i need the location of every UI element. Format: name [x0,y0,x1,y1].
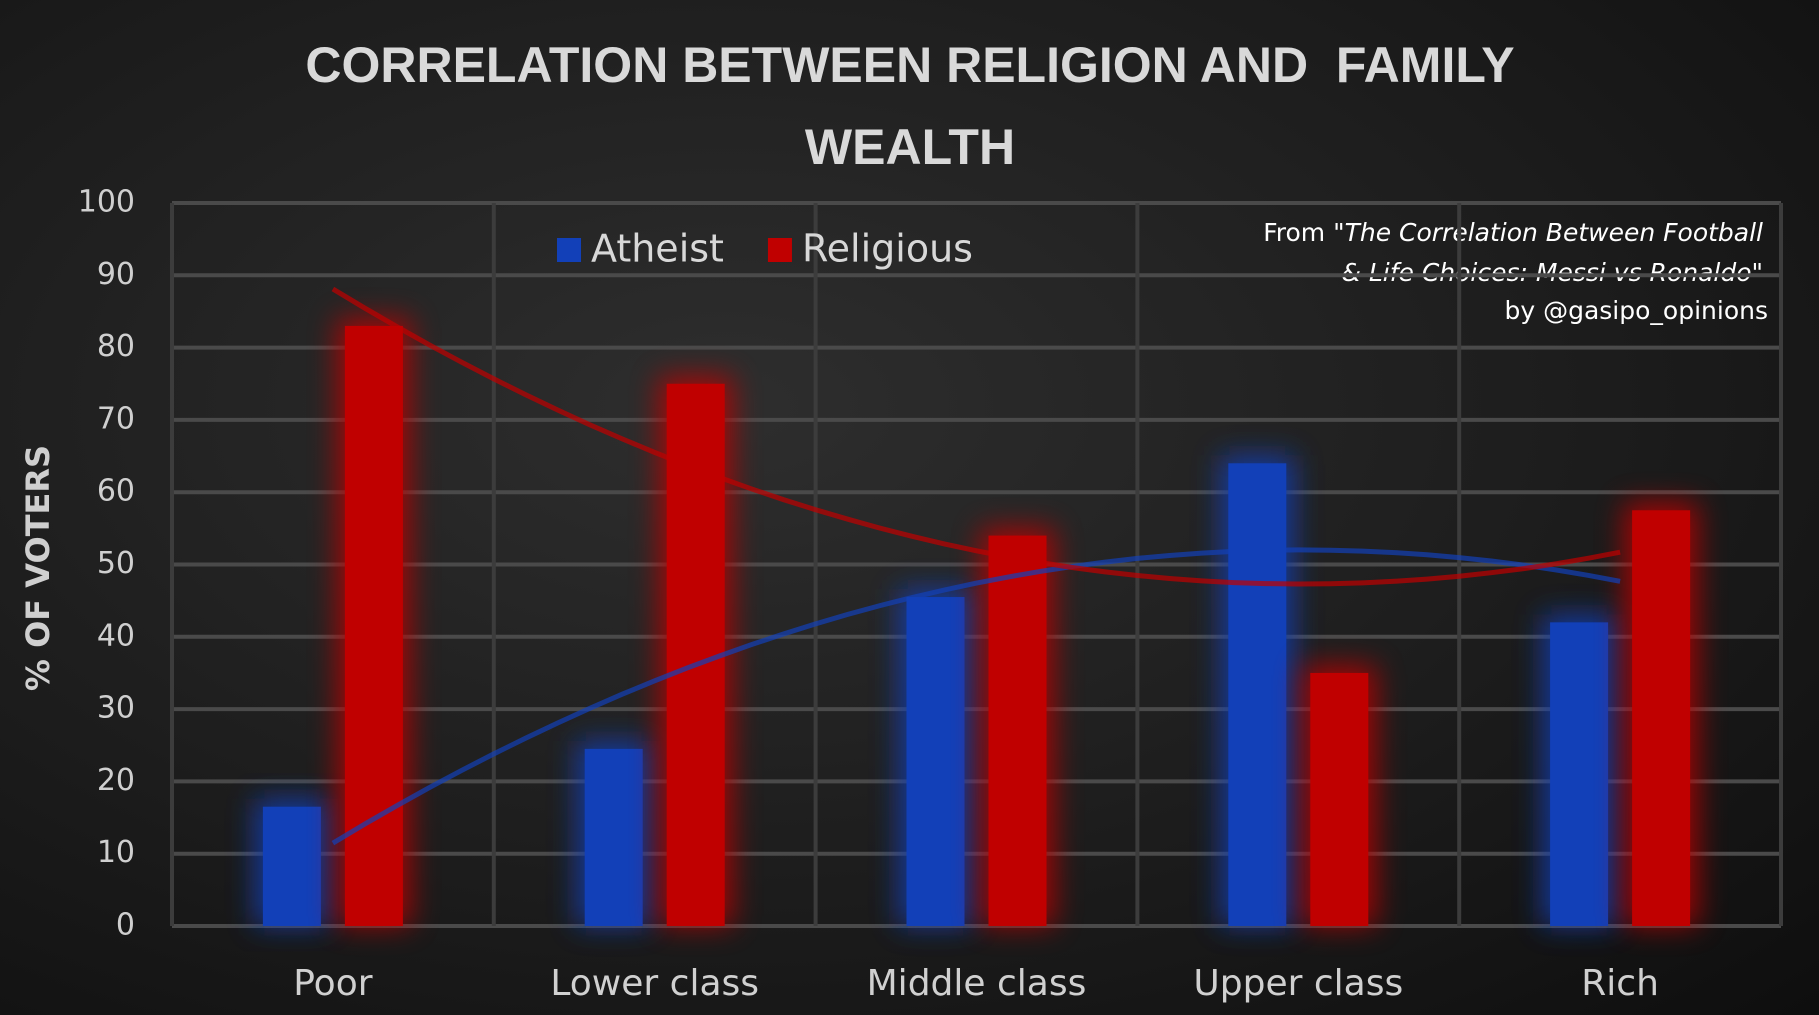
y-tick-label: 30 [97,691,135,726]
y-tick-label: 80 [97,329,135,364]
y-tick-label: 90 [97,257,135,292]
y-tick-label: 70 [97,401,135,436]
bar [906,597,965,926]
y-tick-label: 10 [97,835,135,870]
x-tick-label: Upper class [1193,963,1403,1004]
bar [584,748,643,926]
y-tick-label: 50 [97,546,135,581]
source-text: & Life Choices: Messi vs Ronaldo [1341,258,1751,287]
bar [1632,510,1691,926]
bar [988,535,1047,926]
source-text: From " [1263,218,1344,247]
trend-line [331,547,1621,846]
source-text: The Correlation Between Football [1345,218,1763,247]
bar [262,806,321,926]
trend-line [331,286,1621,587]
x-tick-label: Poor [293,963,372,1004]
y-tick-label: 20 [97,763,135,798]
x-tick-label: Rich [1581,963,1659,1004]
y-tick-label: 40 [97,618,135,653]
chart-title: CORRELATION BETWEEN RELIGION AND FAMILY … [305,37,1529,175]
legend-label: Atheist [591,227,724,271]
bar [1310,672,1369,926]
legend-swatch [557,238,581,262]
x-tick-label: Lower class [550,963,759,1004]
y-axis-label: % OF VOTERS [19,445,57,691]
y-tick-label: 60 [97,474,135,509]
legend-label: Religious [802,227,973,271]
source-note: From "The Correlation Between Football [1263,218,1763,247]
bar [1550,622,1609,926]
legend-swatch [767,238,792,262]
source-note: & Life Choices: Messi vs Ronaldo" [1341,258,1763,287]
y-tick-label: 100 [78,185,135,220]
source-note: by @gasipo_opinions [1504,296,1768,325]
source-text: " [1752,258,1764,287]
x-tick-label: Middle class [867,963,1087,1004]
bar [1228,463,1287,926]
bar [344,325,403,926]
y-tick-label: 0 [116,908,135,943]
